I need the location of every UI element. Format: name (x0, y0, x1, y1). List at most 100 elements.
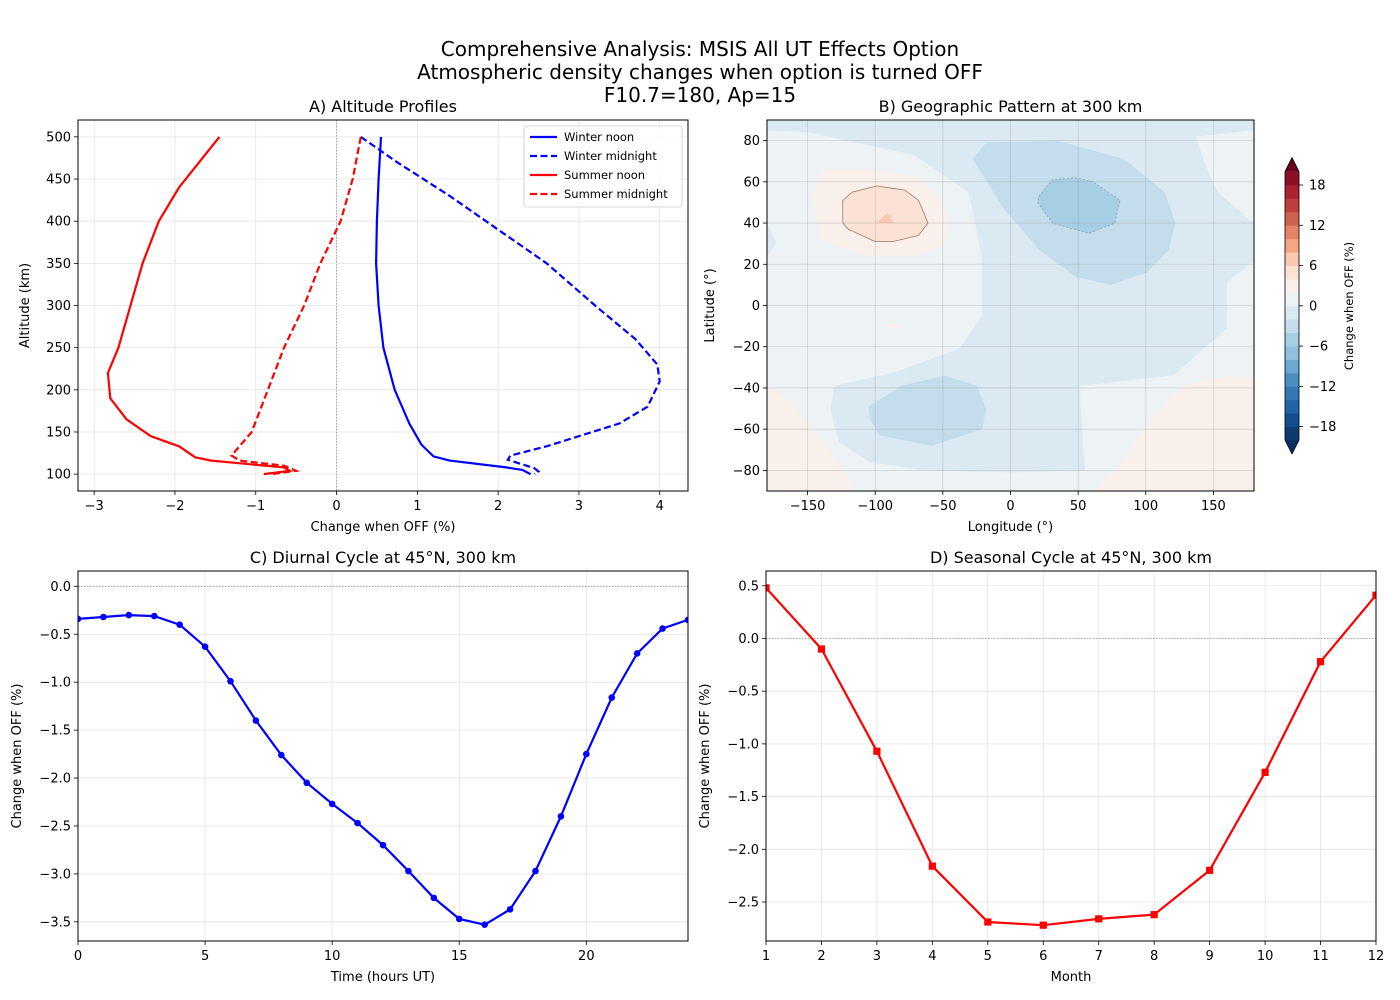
x-tick-label: 10 (1257, 949, 1274, 964)
colorbar-band (1285, 238, 1299, 253)
colorbar-band (1285, 319, 1299, 334)
y-tick-label: −1.0 (39, 676, 71, 691)
panel-d: 1 2 3 4 5 6 7 8 9 10 11 120.50.0−0.5−1.0−1.5−2.0−2.… (698, 548, 1384, 985)
x-axis-label: Month (1051, 970, 1092, 985)
y-tick-label: 350 (46, 257, 71, 272)
panel-title: A) Altitude Profiles (309, 97, 457, 116)
y-tick-label: 40 (743, 217, 760, 232)
data-point (1206, 866, 1214, 874)
y-tick-label: 0.5 (738, 579, 759, 594)
contour-region (1037, 177, 1121, 234)
y-tick-label: 60 (743, 175, 760, 190)
y-tick-label: −20 (733, 340, 760, 355)
y-tick-label: −80 (733, 464, 760, 479)
figure-title-line-2: Atmospheric density changes when option … (417, 60, 983, 84)
panel-title: D) Seasonal Cycle at 45°N, 300 km (930, 548, 1212, 567)
y-tick-label: 500 (46, 130, 71, 145)
data-point (227, 677, 234, 685)
data-point (100, 613, 107, 621)
data-point (766, 584, 770, 592)
colorbar-extend-min (1285, 440, 1299, 454)
y-tick-label: −1.0 (727, 737, 759, 752)
y-tick-label: 0.0 (738, 632, 759, 647)
colorbar-band (1285, 426, 1299, 441)
colorbar-band (1285, 211, 1299, 226)
x-tick-label: 8 (1150, 949, 1158, 964)
contour-region (767, 223, 777, 256)
data-point (176, 621, 183, 628)
legend-entry: Summer midnight (564, 187, 668, 201)
y-tick-label: −0.5 (727, 685, 759, 700)
y-tick-label: 0 (752, 299, 760, 314)
x-axis-label: Time (hours UT) (330, 970, 435, 985)
contour-region (842, 185, 929, 243)
data-point (328, 800, 336, 808)
colorbar-band (1285, 305, 1299, 320)
data-point (1039, 921, 1047, 929)
x-tick-label: 1 (413, 499, 421, 514)
y-axis-label: Latitude (°) (703, 268, 718, 342)
x-tick-label: 11 (1312, 949, 1329, 964)
data-point (430, 894, 438, 902)
y-tick-label: −2.0 (39, 772, 71, 787)
contour-region (767, 383, 853, 491)
data-point (984, 918, 992, 926)
x-tick-label: 9 (1205, 949, 1213, 964)
plot-area (767, 120, 1254, 491)
y-axis-label: Altitude (km) (18, 263, 33, 348)
data-point (684, 616, 688, 624)
series-line (766, 587, 1376, 927)
y-tick-label: −40 (733, 381, 760, 396)
y-tick-label: −2.5 (727, 895, 759, 910)
data-point (817, 645, 826, 653)
data-point (481, 921, 488, 929)
colorbar-label: Change when OFF (%) (1342, 242, 1356, 370)
data-point (379, 841, 387, 849)
colorbar-band (1285, 399, 1299, 414)
data-point (150, 612, 158, 620)
series-line (78, 613, 688, 926)
data-point (608, 694, 616, 701)
y-axis-label: Change when OFF (%) (698, 684, 713, 829)
data-point (125, 611, 133, 619)
y-tick-label: 400 (46, 215, 71, 230)
panel-title: C) Diurnal Cycle at 45°N, 300 km (250, 548, 516, 567)
data-point (405, 867, 412, 875)
series-line-summer-midnight (229, 136, 362, 476)
plot-area (78, 571, 688, 941)
colorbar: −18 −12 −6 0 6 12 18 Change when OFF (%) (1284, 156, 1356, 455)
x-tick-label: −1 (246, 499, 265, 514)
plot-area (766, 571, 1376, 941)
x-tick-label: 1 (762, 949, 770, 964)
y-tick-label: 20 (743, 258, 760, 273)
colorbar-tick-label: −18 (1309, 420, 1336, 435)
x-tick-label: 50 (1070, 499, 1087, 514)
contour-region (876, 212, 895, 224)
data-point (506, 906, 514, 913)
figure-title-line-1: Comprehensive Analysis: MSIS All UT Effe… (441, 37, 959, 61)
y-tick-label: 450 (46, 173, 71, 188)
colorbar-band (1285, 346, 1299, 360)
series-line-winter-noon (374, 136, 532, 476)
y-tick-label: 100 (46, 468, 71, 483)
data-point (455, 915, 463, 923)
legend-entry: Winter noon (564, 130, 634, 144)
x-tick-label: 12 (1368, 949, 1385, 964)
data-point (354, 819, 361, 827)
data-point (873, 747, 881, 755)
colorbar-extend-max (1285, 157, 1299, 172)
y-tick-label: −0.5 (39, 628, 71, 643)
y-tick-label: −3.5 (39, 915, 71, 930)
y-tick-label: −1.5 (39, 724, 71, 739)
legend: Winter noon Winter midnight Summer noon Sum… (523, 125, 683, 208)
x-tick-label: 100 (1133, 499, 1158, 514)
colorbar-tick-label: −6 (1309, 340, 1328, 355)
colorbar-band (1285, 413, 1299, 427)
colorbar-tick-label: 12 (1309, 219, 1326, 234)
y-tick-label: 150 (46, 425, 71, 440)
data-point (1095, 915, 1103, 923)
x-tick-label: −150 (790, 499, 826, 514)
colorbar-band (1285, 372, 1299, 387)
x-tick-label: 5 (984, 949, 992, 964)
x-tick-label: −50 (929, 499, 956, 514)
